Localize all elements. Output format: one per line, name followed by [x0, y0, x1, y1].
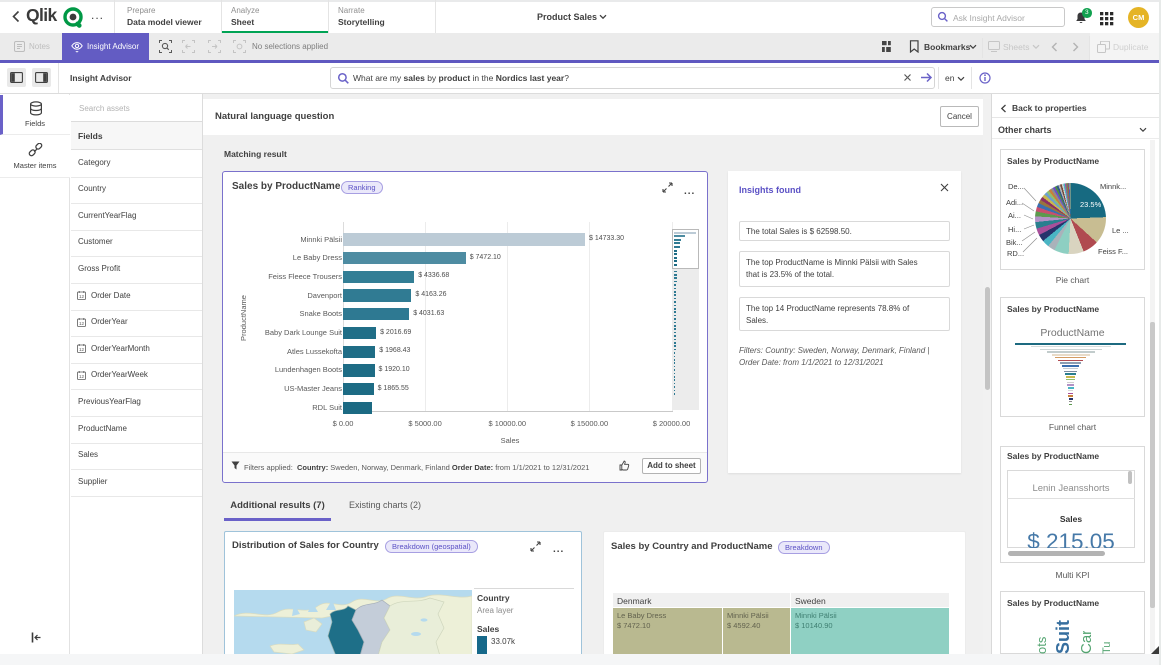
- svg-text:12: 12: [79, 321, 85, 326]
- svg-text:12: 12: [79, 374, 85, 379]
- svg-text:12: 12: [79, 294, 85, 299]
- svg-text:12: 12: [79, 347, 85, 352]
